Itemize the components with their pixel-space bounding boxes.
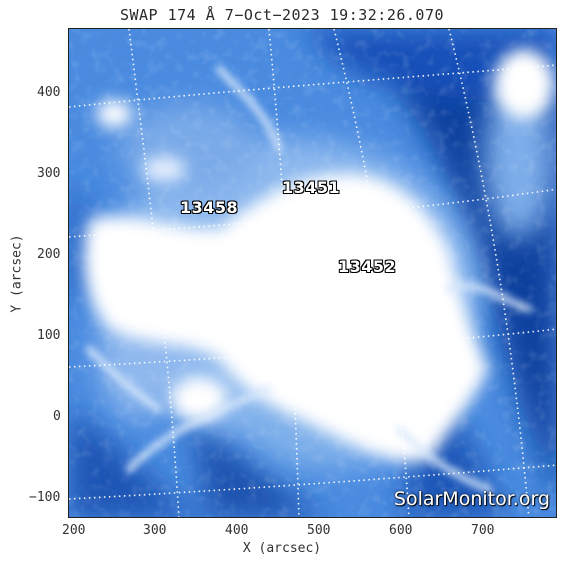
y-tick-label: 100 <box>37 328 61 343</box>
active-region-label: 13458 <box>180 198 239 217</box>
x-tick-label: 300 <box>143 523 167 538</box>
euv-solar-map <box>69 29 556 517</box>
active-region-label: 13452 <box>338 257 397 276</box>
heliographic-grid <box>69 29 556 517</box>
watermark: SolarMonitor.org <box>393 488 550 510</box>
y-tick-label: 300 <box>37 166 61 181</box>
image-title: SWAP 174 Å 7−Oct−2023 19:32:26.070 <box>119 6 445 24</box>
x-tick-label: 600 <box>389 523 413 538</box>
x-tick-label: 200 <box>62 523 86 538</box>
x-tick-label: 500 <box>307 523 331 538</box>
y-tick-label: 0 <box>53 409 61 424</box>
x-axis-title: X (arcsec) <box>242 541 322 556</box>
y-axis-title: Y (arcsec) <box>9 234 25 313</box>
y-tick-label: 400 <box>37 85 61 100</box>
x-tick-label: 400 <box>225 523 249 538</box>
y-tick-label: 200 <box>37 247 61 262</box>
active-region-label: 13451 <box>282 178 341 197</box>
x-tick-label: 700 <box>471 523 495 538</box>
y-tick-label: −100 <box>29 490 61 505</box>
solar-image <box>68 28 557 518</box>
